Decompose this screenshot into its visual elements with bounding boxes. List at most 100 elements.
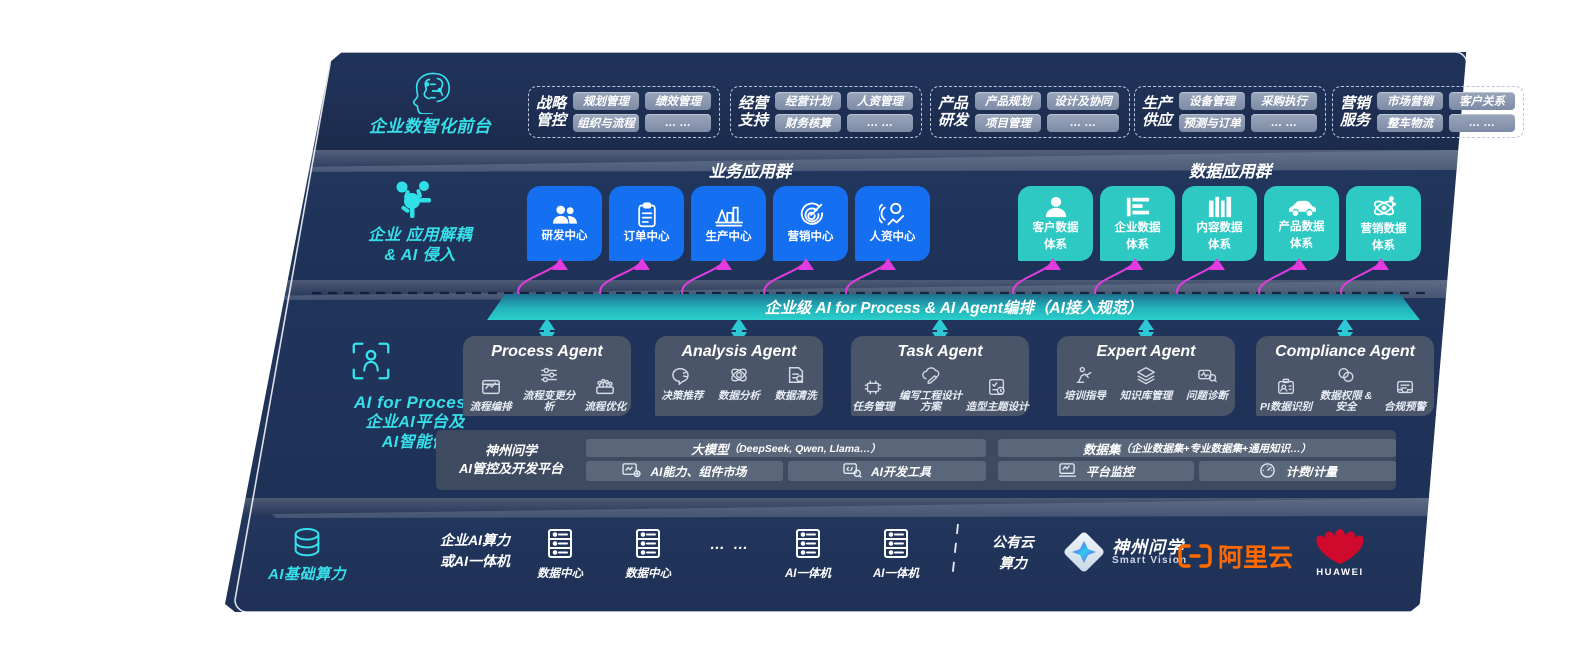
agent-card-3[interactable]: Expert Agent 培训指导 知识库管理 问题诊断 [1057, 336, 1235, 416]
platform-dataset-row[interactable]: 数据集 （企业数据集+专业数据集+通用知识…） [998, 439, 1396, 457]
dg0-t2: 管控 [536, 112, 567, 129]
agent-card-1[interactable]: Analysis Agent 决策推荐 数据分析 数据清洗 [655, 336, 823, 416]
dg0-t1: 战略 [536, 94, 567, 112]
agent-item[interactable]: 任务管理 [851, 377, 896, 414]
market-icon [622, 462, 642, 481]
agent-item-label: 问题诊断 [1186, 389, 1228, 402]
agent-item[interactable]: 造型主题设计 [965, 377, 1029, 414]
domain-chip[interactable]: 客户关系 [1449, 92, 1516, 110]
app-card-data-2[interactable]: 内容数据 体系 [1182, 186, 1257, 261]
infra-item-ellipsis: … … [690, 536, 770, 555]
domain-chip[interactable]: 产品规划 [975, 92, 1042, 110]
agent-item-label: 数据清洗 [774, 389, 817, 402]
domain-group-1[interactable]: 经营 支持 经营计划 人资管理 财务核算 … … [730, 86, 922, 138]
app-card-label: 订单中心 [623, 231, 670, 244]
domain-chip[interactable]: … … [1449, 114, 1516, 132]
domain-group-0[interactable]: 战略 管控 规划管理 绩效管理 组织与流程 … … [528, 86, 720, 138]
platform-cell-dev-tool[interactable]: AI开发工具 [788, 461, 986, 481]
agent-item-label: 知识库管理 [1119, 389, 1173, 402]
app-card-data-3[interactable]: 产品数据 体系 [1264, 186, 1339, 261]
app-card-biz-2[interactable]: 生产中心 [691, 186, 766, 261]
domain-chip[interactable]: 规划管理 [573, 92, 640, 110]
agent-title: Task Agent [897, 343, 983, 360]
domain-group-0-title: 战略 管控 [536, 95, 566, 130]
platform-llm-row[interactable]: 大模型 （DeepSeek, Qwen, Llama…） [586, 439, 986, 457]
aliyun-logo-text: 阿里云 [1218, 544, 1294, 572]
domain-chip[interactable]: 设备管理 [1179, 92, 1246, 110]
app-card-biz-4[interactable]: 人资中心 [855, 186, 930, 261]
domain-group-4[interactable]: 营销 服务 市场营销 客户关系 整车物流 … … [1332, 86, 1524, 138]
domain-chip[interactable]: 市场营销 [1377, 92, 1444, 110]
domain-chip[interactable]: 绩效管理 [645, 92, 712, 110]
platform-strip[interactable]: 神州问学 AI管控及开发平台 大模型 （DeepSeek, Qwen, Llam… [436, 430, 1396, 490]
app-card-label-l1: 产品数据 [1278, 220, 1325, 233]
domain-chip[interactable]: 财务核算 [775, 114, 842, 132]
target-icon [798, 202, 824, 228]
agent-item[interactable]: 数据权限 & 安全 [1317, 365, 1375, 414]
agent-item[interactable]: 数据分析 [712, 365, 767, 402]
domain-chip[interactable]: 组织与流程 [573, 114, 640, 132]
infra-label: AI一体机 [873, 568, 919, 581]
domain-chip[interactable]: … … [847, 114, 914, 132]
domain-chip[interactable]: 人资管理 [847, 92, 914, 110]
agent-item[interactable]: 编写工程设计方案 [897, 365, 964, 414]
agent-item[interactable]: 问题诊断 [1179, 365, 1235, 402]
agent-item[interactable]: 流程变更分析 [520, 365, 577, 414]
agent-item[interactable]: 流程编排 [463, 377, 518, 414]
infra-item-public-cloud: 公有云 算力 [968, 534, 1058, 572]
domain-group-2[interactable]: 产品 研发 产品规划 设计及协同 项目管理 … … [930, 86, 1130, 138]
domain-chip[interactable]: 经营计划 [775, 92, 842, 110]
agent-card-2[interactable]: Task Agent 任务管理 编写工程设计方案 造型主题设计 [851, 336, 1029, 416]
atom-icon [1371, 194, 1397, 220]
person-chart-icon [878, 202, 907, 228]
agent-item-label: 决策推荐 [661, 389, 704, 402]
app-card-label-l2: 体系 [1290, 237, 1313, 250]
domain-group-3[interactable]: 生产 供应 设备管理 采购执行 预测与订单 … … [1134, 86, 1326, 138]
cloud-pen-icon [920, 365, 942, 389]
platform-cell-monitor[interactable]: 平台监控 [998, 461, 1194, 481]
app-card-data-0[interactable]: 客户数据 体系 [1018, 186, 1093, 261]
agent-card-4[interactable]: Compliance Agent PI数据识别 数据权限 & 安全 合规预警 [1256, 336, 1434, 416]
agent-item-label: 造型主题设计 [965, 401, 1029, 414]
platform-cell-label: AI开发工具 [870, 464, 931, 479]
domain-chip[interactable]: 整车物流 [1377, 114, 1444, 132]
app-card-label-l1: 企业数据 [1114, 221, 1161, 234]
domain-chip[interactable]: 采购执行 [1251, 92, 1318, 110]
agent-item[interactable]: 流程优化 [580, 377, 631, 414]
users-icon [551, 203, 579, 227]
domain-group-4-title: 营销 服务 [1340, 95, 1370, 130]
domain-chip[interactable]: 项目管理 [975, 114, 1042, 132]
platform-cell-billing[interactable]: 计费/计量 [1199, 461, 1396, 481]
dev-tool-icon [843, 462, 862, 481]
agent-card-0[interactable]: Process Agent 流程编排 流程变更分析 流程优化 [463, 336, 631, 416]
domain-chip[interactable]: … … [645, 114, 712, 132]
agent-item[interactable]: 合规预警 [1377, 377, 1433, 414]
aliyun-logo: 阿里云 [1178, 538, 1293, 574]
dg2-t1: 产品 [938, 94, 969, 112]
tier-label-decouple: 企业 应用解耦 & AI 侵入 [300, 226, 540, 266]
aliyun-mark-icon [1178, 544, 1212, 568]
agent-item[interactable]: 决策推荐 [655, 365, 710, 402]
app-card-biz-1[interactable]: 订单中心 [609, 186, 684, 261]
shenzhou-wenxue-logo: 神州问学 Smart Vision [1062, 530, 1187, 574]
domain-chip[interactable]: 预测与订单 [1179, 114, 1246, 132]
agent-item[interactable]: 数据清洗 [768, 365, 823, 402]
domain-group-2-title: 产品 研发 [938, 95, 968, 130]
agent-item[interactable]: 培训指导 [1057, 365, 1113, 402]
domain-chip[interactable]: 设计及协同 [1047, 92, 1120, 110]
infra-label-l1: 企业AI算力 [440, 532, 510, 548]
diagnose-icon [1196, 365, 1218, 389]
huawei-logo: HUAWEI [1312, 528, 1368, 578]
dg3-t1: 生产 [1142, 94, 1173, 112]
infra-item-allinone-1: AI一体机 [768, 528, 848, 582]
platform-cell-ai-market[interactable]: AI能力、组件市场 [586, 461, 783, 481]
domain-chip[interactable]: … … [1251, 114, 1318, 132]
platform-llm-sub: （DeepSeek, Qwen, Llama…） [728, 442, 881, 455]
domain-chip[interactable]: … … [1047, 114, 1120, 132]
app-card-biz-0[interactable]: 研发中心 [527, 186, 602, 261]
app-card-biz-3[interactable]: 营销中心 [773, 186, 848, 261]
agent-item[interactable]: PI数据识别 [1257, 377, 1315, 414]
app-card-data-1[interactable]: 企业数据 体系 [1100, 186, 1175, 261]
app-card-data-4[interactable]: 营销数据 体系 [1346, 186, 1421, 261]
agent-item[interactable]: 知识库管理 [1115, 365, 1177, 402]
